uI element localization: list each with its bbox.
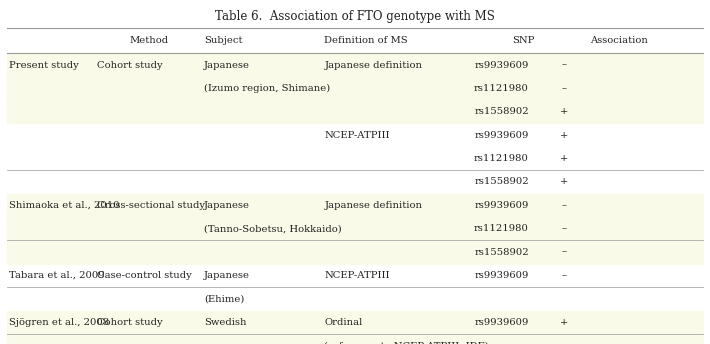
Text: Japanese definition: Japanese definition (324, 61, 422, 69)
Text: Cross-sectional study: Cross-sectional study (97, 201, 205, 210)
Text: rs9939609: rs9939609 (474, 131, 529, 140)
Text: (reference to NCEP-ATPIII, IDF): (reference to NCEP-ATPIII, IDF) (324, 341, 489, 344)
Text: –: – (562, 84, 567, 93)
Text: +: + (560, 178, 569, 186)
Text: rs1121980: rs1121980 (474, 154, 529, 163)
Text: NCEP-ATPIII: NCEP-ATPIII (324, 271, 390, 280)
Text: NCEP-ATPIII: NCEP-ATPIII (324, 131, 390, 140)
Text: rs9939609: rs9939609 (474, 61, 529, 69)
Text: rs9939609: rs9939609 (474, 201, 529, 210)
Text: (Ehime): (Ehime) (204, 294, 244, 303)
Text: Subject: Subject (204, 36, 242, 45)
Text: +: + (560, 131, 569, 140)
Text: Method: Method (129, 36, 169, 45)
Text: rs1558902: rs1558902 (474, 178, 529, 186)
Text: rs9939609: rs9939609 (474, 318, 529, 327)
Text: Cohort study: Cohort study (97, 318, 163, 327)
Text: Shimaoka et al., 2010: Shimaoka et al., 2010 (9, 201, 119, 210)
Text: Japanese: Japanese (204, 201, 250, 210)
Text: Present study: Present study (9, 61, 78, 69)
Text: rs1121980: rs1121980 (474, 84, 529, 93)
Text: +: + (560, 154, 569, 163)
Text: Table 6.  Association of FTO genotype with MS: Table 6. Association of FTO genotype wit… (215, 10, 495, 23)
Text: rs9939609: rs9939609 (474, 271, 529, 280)
Text: (Tanno-Sobetsu, Hokkaido): (Tanno-Sobetsu, Hokkaido) (204, 224, 342, 233)
Text: +: + (560, 107, 569, 116)
Text: Japanese definition: Japanese definition (324, 201, 422, 210)
Text: Case-control study: Case-control study (97, 271, 192, 280)
Text: Ordinal: Ordinal (324, 318, 363, 327)
Text: rs1121980: rs1121980 (474, 224, 529, 233)
Text: Swedish: Swedish (204, 318, 246, 327)
Text: Tabara et al., 2009: Tabara et al., 2009 (9, 271, 104, 280)
Text: –: – (562, 201, 567, 210)
Text: +: + (560, 318, 569, 327)
Text: Association: Association (591, 36, 648, 45)
Text: –: – (562, 248, 567, 257)
Text: Sjögren et al., 2008: Sjögren et al., 2008 (9, 318, 109, 327)
Text: (Izumo region, Shimane): (Izumo region, Shimane) (204, 84, 330, 93)
Text: –: – (562, 61, 567, 69)
Text: rs1558902: rs1558902 (474, 107, 529, 116)
Text: SNP: SNP (512, 36, 535, 45)
Text: Cohort study: Cohort study (97, 61, 163, 69)
Text: –: – (562, 271, 567, 280)
Text: Japanese: Japanese (204, 271, 250, 280)
Text: rs1558902: rs1558902 (474, 248, 529, 257)
Text: Japanese: Japanese (204, 61, 250, 69)
Text: Definition of MS: Definition of MS (324, 36, 408, 45)
Text: –: – (562, 224, 567, 233)
